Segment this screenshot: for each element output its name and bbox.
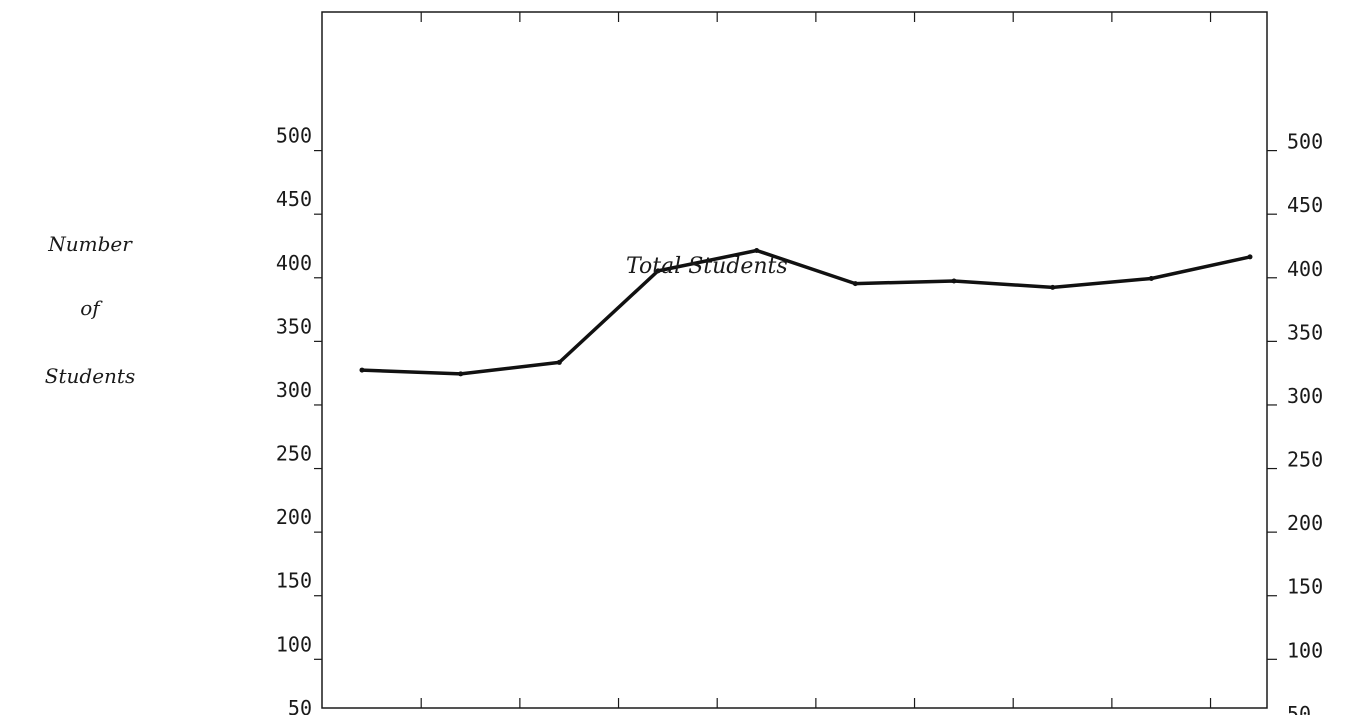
y-axis-label-line-3: Students	[45, 364, 135, 388]
left-y-tick-label: 50	[288, 696, 312, 715]
data-point	[754, 248, 760, 254]
data-point	[1247, 254, 1253, 260]
right-y-tick-label: 500	[1287, 130, 1323, 154]
left-y-tick-label: 400	[276, 251, 312, 275]
left-y-tick-label: 300	[276, 378, 312, 402]
right-y-tick-label: 350	[1287, 320, 1323, 344]
plot-frame	[321, 11, 1268, 709]
right-y-tick-label: 450	[1287, 193, 1323, 217]
data-point	[1148, 275, 1154, 281]
left-y-tick-label: 250	[276, 442, 312, 466]
data-point	[359, 367, 365, 373]
series-points	[359, 248, 1253, 377]
data-point	[852, 281, 858, 287]
top-x-ticks	[420, 12, 1212, 22]
bottom-x-ticks	[420, 698, 1212, 708]
data-point	[556, 359, 562, 365]
data-point	[951, 278, 957, 284]
data-point	[655, 268, 661, 274]
left-y-tick-label: 100	[276, 632, 312, 656]
right-y-tick-label: 200	[1287, 511, 1323, 535]
left-y-tick-label: 350	[276, 314, 312, 338]
data-point	[458, 371, 464, 377]
right-y-tick-label: 300	[1287, 384, 1323, 408]
left-y-tick-label: 200	[276, 505, 312, 529]
right-y-axis: 50 100 150 200 250 300 350 400 450 500	[1267, 130, 1323, 715]
left-y-tick-label: 500	[276, 124, 312, 148]
right-y-tick-label: 50	[1287, 702, 1311, 715]
y-axis-label-line-2: of	[80, 296, 103, 320]
right-y-tick-label: 250	[1287, 448, 1323, 472]
total-students-line	[360, 248, 1252, 376]
left-y-axis: 50 100 150 200 250 300 350 400 450 500	[276, 124, 322, 715]
right-y-tick-label: 100	[1287, 638, 1323, 662]
series-label-total-students: Total Students	[626, 254, 788, 279]
y-axis-label-line-1: Number	[47, 232, 133, 256]
data-point	[1050, 284, 1056, 290]
left-y-tick-label: 150	[276, 569, 312, 593]
right-y-tick-label: 150	[1287, 575, 1323, 599]
left-y-tick-label: 450	[276, 187, 312, 211]
right-y-tick-label: 400	[1287, 257, 1323, 281]
